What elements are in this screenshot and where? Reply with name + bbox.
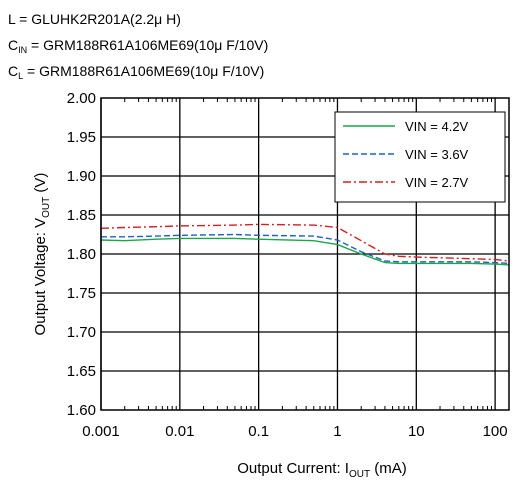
series-line-1 [100,237,510,266]
y-tick-label: 1.90 [67,168,96,185]
cl-note: CL = GRM188R61A106ME69(10μ F/10V) [8,63,264,81]
x-tick-label: 0.1 [248,423,269,440]
y-tick-label: 1.70 [67,324,96,341]
y-tick-label: 1.80 [67,246,96,263]
x-axis-title: Output Current: IOUT (mA) [237,460,407,480]
header-notes: L = GLUHK2R201A(2.2μ H) CIN = GRM188R61A… [8,11,268,81]
inductor-note: L = GLUHK2R201A(2.2μ H) [8,11,181,27]
x-tick-labels: 0.001 0.01 0.1 1 10 100 [82,423,507,440]
x-tick-label: 0.001 [82,423,120,440]
y-tick-label: 1.65 [67,363,96,380]
series-line-2 [101,233,510,265]
x-tick-label: 1 [333,423,341,440]
y-tick-labels: 1.60 1.65 1.70 1.75 1.80 1.85 1.90 1.95 2.00 [67,90,96,419]
y-tick-label: 1.75 [67,285,96,302]
series-line-3 [100,223,510,262]
plot-frame [100,97,510,411]
legend-label: VIN = 4.2V [405,119,469,134]
series-layer [100,223,510,266]
x-tick-label: 10 [408,423,425,440]
x-tick-label: 0.01 [165,423,194,440]
legend: VIN = 4.2V VIN = 3.6V VIN = 2.7V [334,111,506,203]
legend-label: VIN = 3.6V [405,147,469,162]
y-tick-label: 1.85 [67,207,96,224]
x-tick-label: 100 [483,423,508,440]
cin-note: CIN = GRM188R61A106ME69(10μ F/10V) [8,37,268,55]
y-tick-label: 2.00 [67,90,96,107]
y-tick-label: 1.60 [67,402,96,419]
y-axis-title: Output Voltage: VOUT (V) [32,173,52,336]
legend-box [334,111,506,203]
y-tick-label: 1.95 [67,129,96,146]
legend-label: VIN = 2.7V [405,175,469,190]
